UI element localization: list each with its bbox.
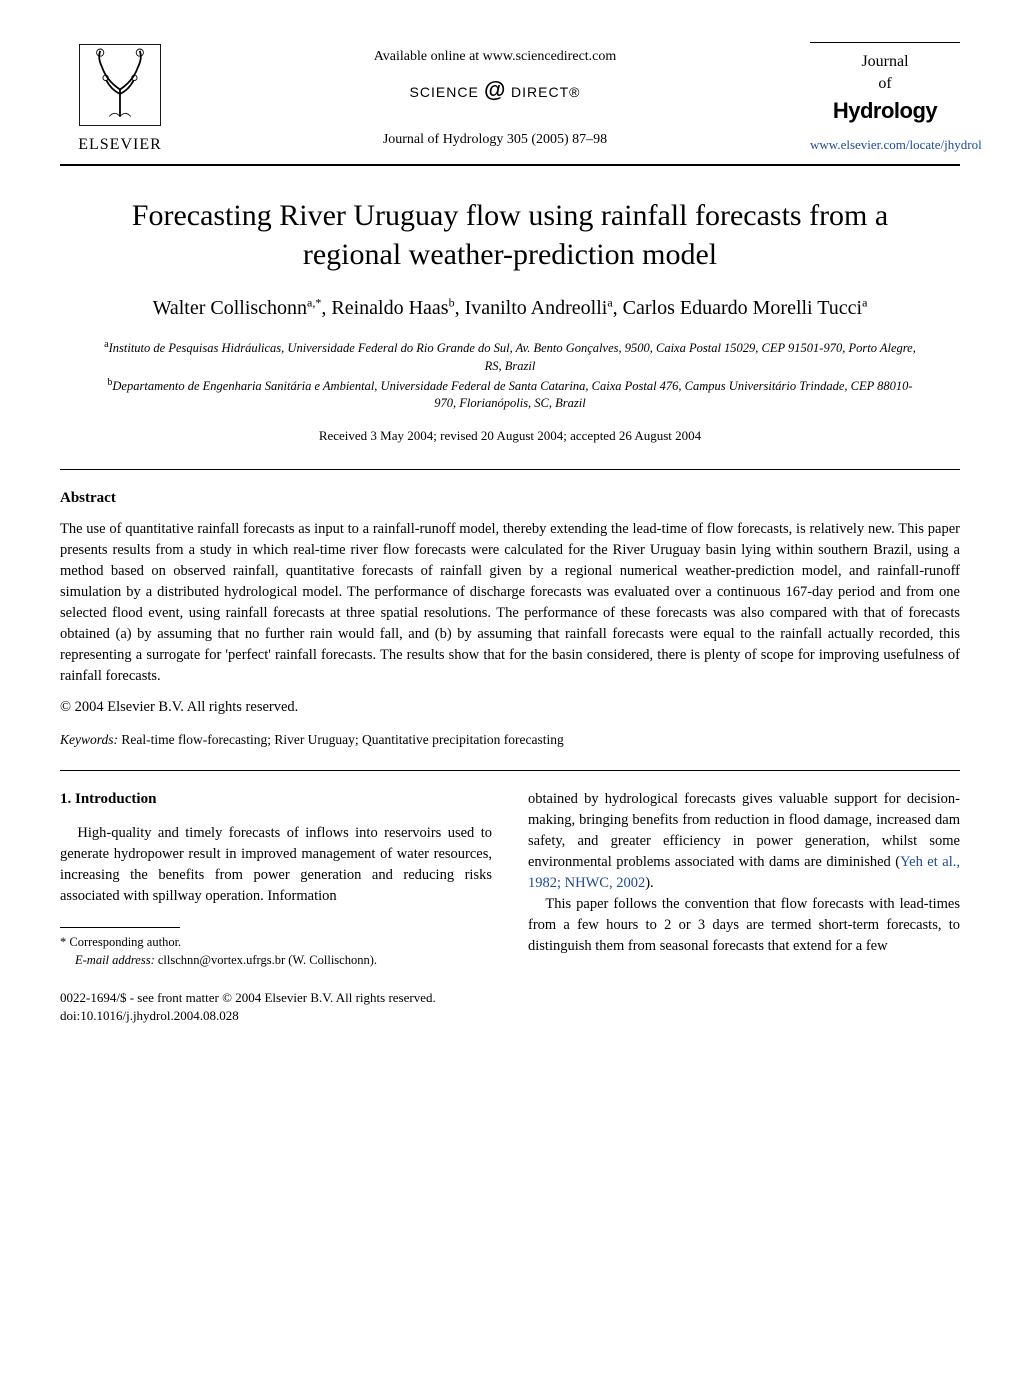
doi-line: doi:10.1016/j.jhydrol.2004.08.028	[60, 1007, 960, 1025]
journal-reference: Journal of Hydrology 305 (2005) 87–98	[200, 130, 790, 150]
keywords-text: Real-time flow-forecasting; River Urugua…	[121, 732, 563, 747]
footnotes: * Corresponding author. E-mail address: …	[60, 934, 492, 969]
publisher-name: ELSEVIER	[78, 134, 162, 156]
sd-word1: SCIENCE	[410, 84, 479, 100]
keywords-label: Keywords:	[60, 732, 118, 747]
elsevier-tree-icon	[75, 40, 165, 130]
journal-badge-line1: Journal	[810, 51, 960, 73]
header-rule	[60, 164, 960, 166]
footer-meta: 0022-1694/$ - see front matter © 2004 El…	[60, 989, 960, 1025]
sd-at-icon: @	[484, 77, 506, 102]
publisher-logo: ELSEVIER	[60, 40, 180, 156]
issn-line: 0022-1694/$ - see front matter © 2004 El…	[60, 989, 960, 1007]
email-label: E-mail address:	[75, 953, 155, 967]
header-center: Available online at www.sciencedirect.co…	[180, 47, 810, 149]
footnote-rule	[60, 927, 180, 928]
sciencedirect-logo: SCIENCE @ DIRECT®	[200, 75, 790, 106]
journal-header: ELSEVIER Available online at www.science…	[60, 40, 960, 164]
journal-weblink[interactable]: www.elsevier.com/locate/jhydrol	[810, 136, 960, 154]
intro-para-2: This paper follows the convention that f…	[528, 894, 960, 957]
sd-word2: DIRECT®	[511, 84, 580, 100]
affiliations: aInstituto de Pesquisas Hidráulicas, Uni…	[100, 338, 920, 412]
abstract-text: The use of quantitative rainfall forecas…	[60, 519, 960, 687]
email-line: E-mail address: cllschnn@vortex.ufrgs.br…	[75, 952, 492, 970]
journal-title-badge: Journal of Hydrology www.elsevier.com/lo…	[810, 42, 960, 155]
article-title: Forecasting River Uruguay flow using rai…	[100, 196, 920, 274]
abstract-copyright: © 2004 Elsevier B.V. All rights reserved…	[60, 697, 960, 717]
intro-para-1-cont: obtained by hydrological forecasts gives…	[528, 789, 960, 894]
divider-rule	[60, 469, 960, 470]
section-1-heading: 1. Introduction	[60, 789, 492, 811]
journal-badge-line2: of	[810, 73, 960, 95]
available-online-text: Available online at www.sciencedirect.co…	[200, 47, 790, 67]
body-columns: 1. Introduction High-quality and timely …	[60, 789, 960, 969]
divider-rule-2	[60, 770, 960, 771]
affiliation-a: aInstituto de Pesquisas Hidráulicas, Uni…	[100, 338, 920, 375]
email-value: cllschnn@vortex.ufrgs.br (W. Collischonn…	[158, 953, 377, 967]
corresponding-author-note: * Corresponding author.	[60, 934, 492, 952]
left-column: 1. Introduction High-quality and timely …	[60, 789, 492, 969]
abstract-heading: Abstract	[60, 488, 960, 509]
affiliation-b: bDepartamento de Engenharia Sanitária e …	[100, 376, 920, 413]
article-dates: Received 3 May 2004; revised 20 August 2…	[60, 427, 960, 445]
right-column: obtained by hydrological forecasts gives…	[528, 789, 960, 969]
intro-para-1: High-quality and timely forecasts of inf…	[60, 823, 492, 907]
journal-badge-line3: Hydrology	[810, 96, 960, 127]
author-list: Walter Collischonna,*, Reinaldo Haasb, I…	[120, 294, 900, 322]
keywords-line: Keywords: Real-time flow-forecasting; Ri…	[60, 731, 960, 750]
